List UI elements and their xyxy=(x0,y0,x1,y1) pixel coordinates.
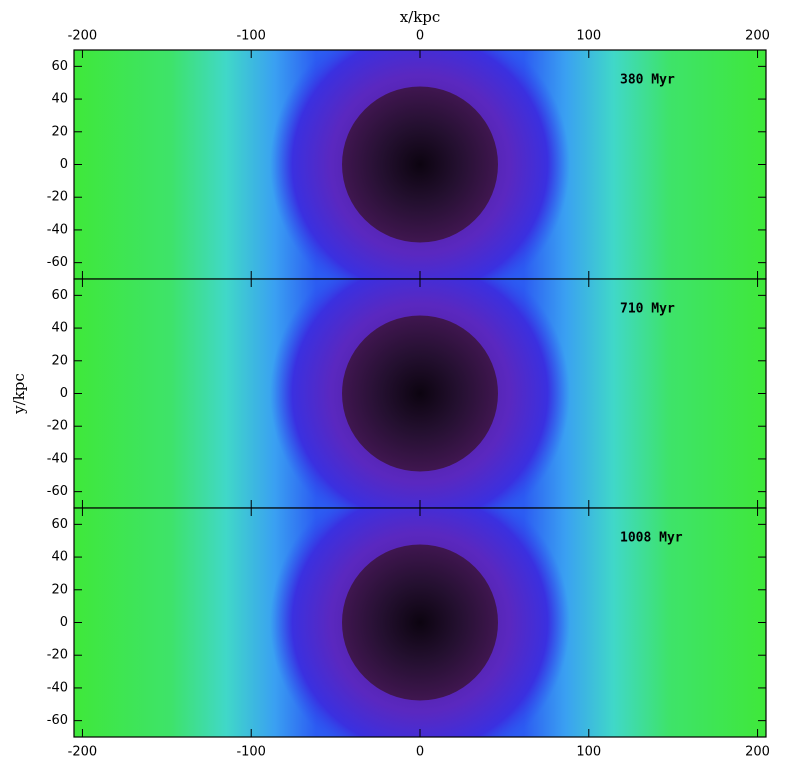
y-tick-label: 40 xyxy=(51,321,68,336)
y-tick-label: 20 xyxy=(51,353,68,368)
x-tick-label: -100 xyxy=(236,745,266,760)
x-tick-label: -200 xyxy=(68,745,98,760)
y-tick-label: 60 xyxy=(51,288,68,303)
y-tick-label: 20 xyxy=(51,582,68,597)
y-tick-label: -60 xyxy=(47,484,68,499)
x-tick-label: 200 xyxy=(745,745,770,760)
y-tick-label: -20 xyxy=(47,419,68,434)
x-tick-label: 200 xyxy=(745,29,770,44)
image xyxy=(74,50,766,279)
image xyxy=(74,508,766,737)
y-tick-label: 40 xyxy=(51,92,68,107)
y-tick-label: 0 xyxy=(60,615,68,630)
x-tick-label: -200 xyxy=(68,29,98,44)
annotation: 380 Myr xyxy=(620,73,675,88)
y-tick-label: -60 xyxy=(47,713,68,728)
y-axis-label: y/kpc xyxy=(10,373,28,415)
y-tick-label: 40 xyxy=(51,550,68,565)
y-tick-label: -60 xyxy=(47,255,68,270)
x-axis-label: x/kpc xyxy=(400,8,441,26)
y-tick-label: -40 xyxy=(47,680,68,695)
annotation: 1008 Myr xyxy=(620,531,683,546)
y-tick-label: 60 xyxy=(51,59,68,74)
y-tick-label: -20 xyxy=(47,190,68,205)
y-tick-label: -40 xyxy=(47,222,68,237)
core xyxy=(342,315,498,472)
core xyxy=(342,86,498,243)
x-tick-label: 100 xyxy=(576,29,601,44)
image xyxy=(74,279,766,508)
y-tick-label: -40 xyxy=(47,451,68,466)
x-tick-label: 0 xyxy=(416,745,424,760)
x-tick-label: 100 xyxy=(576,745,601,760)
x-tick-label: 0 xyxy=(416,29,424,44)
y-tick-label: 0 xyxy=(60,157,68,172)
core xyxy=(342,544,498,701)
annotation: 710 Myr xyxy=(620,302,675,317)
y-tick-label: 60 xyxy=(51,517,68,532)
y-tick-label: -20 xyxy=(47,648,68,663)
x-tick-label: -100 xyxy=(236,29,266,44)
y-tick-label: 20 xyxy=(51,124,68,139)
y-tick-label: 0 xyxy=(60,386,68,401)
